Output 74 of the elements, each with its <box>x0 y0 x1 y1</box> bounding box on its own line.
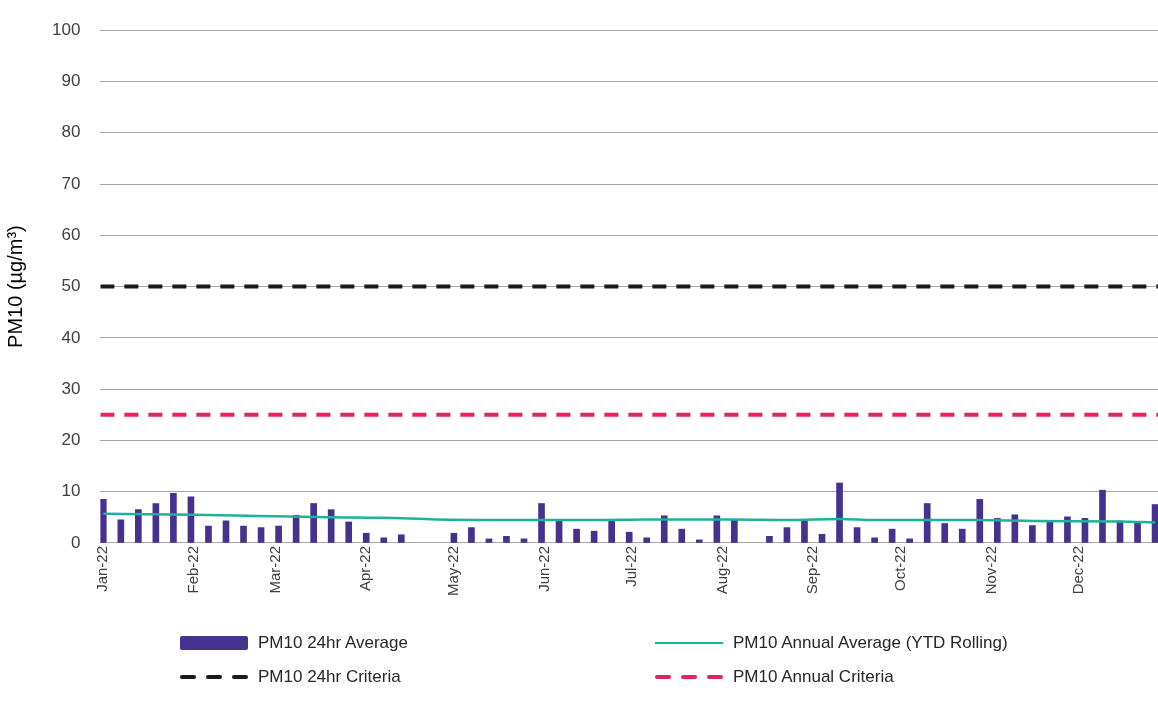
x-tick-label: Jan-22 <box>93 545 111 592</box>
bar <box>380 537 388 543</box>
bar <box>731 519 738 543</box>
bar <box>625 531 633 543</box>
bar <box>1064 516 1071 543</box>
legend-label: PM10 Annual Average (YTD Rolling) <box>733 633 1008 653</box>
x-tick-label: Mar-22 <box>265 545 283 594</box>
bar <box>801 520 808 543</box>
bar <box>678 528 686 543</box>
y-tick-label: 80 <box>61 122 81 142</box>
x-tick-label: Feb-22 <box>184 545 201 594</box>
bar <box>818 533 826 543</box>
bar <box>310 503 317 543</box>
y-tick-label: 20 <box>61 430 81 450</box>
bar <box>906 538 913 543</box>
bar <box>695 539 703 543</box>
y-tick-label: 90 <box>61 71 81 91</box>
bar <box>275 525 282 543</box>
x-tick-label: Sep-22 <box>803 545 821 595</box>
bar <box>240 525 247 543</box>
bar <box>1099 489 1106 543</box>
bar <box>345 521 353 543</box>
bar <box>766 535 773 543</box>
bar <box>468 527 475 543</box>
y-tick-label: 0 <box>70 532 81 552</box>
x-tick-label: May-22 <box>444 545 462 597</box>
bar <box>871 537 878 543</box>
bar <box>853 527 861 543</box>
x-tick-label: Jun-22 <box>534 545 552 592</box>
bar <box>170 492 177 543</box>
bar <box>976 499 984 543</box>
bar <box>836 482 843 543</box>
bar <box>538 503 545 543</box>
bar <box>327 509 335 543</box>
bar <box>135 509 142 543</box>
bar <box>590 530 598 543</box>
bar <box>783 527 791 543</box>
bar <box>1151 504 1158 543</box>
bar <box>397 534 405 543</box>
x-tick-label: Jul-22 <box>622 545 640 587</box>
y-tick-label: 40 <box>61 327 81 347</box>
y-tick-label: 100 <box>51 19 81 39</box>
bar <box>608 519 615 543</box>
bar <box>1134 522 1141 543</box>
bar <box>450 532 458 543</box>
bar <box>100 499 107 543</box>
legend-label: PM10 Annual Criteria <box>733 667 894 687</box>
x-tick-label: Aug-22 <box>712 545 730 595</box>
y-tick-label: 30 <box>61 378 81 398</box>
bar <box>573 528 580 543</box>
y-axis-title: PM10 (µg/m³) <box>3 225 26 348</box>
legend-label: PM10 24hr Average <box>258 633 408 653</box>
x-tick-label: Oct-22 <box>891 545 909 591</box>
y-tick-label: 50 <box>61 276 81 296</box>
x-tick-label: Dec-22 <box>1069 545 1087 595</box>
legend-label: PM10 24hr Criteria <box>258 667 401 687</box>
bar <box>923 503 931 543</box>
bar <box>993 518 1001 543</box>
y-tick-label: 10 <box>61 481 81 501</box>
x-tick-label: Nov-22 <box>981 545 999 595</box>
bar <box>257 527 265 543</box>
y-tick-label: 60 <box>61 225 81 244</box>
bar <box>362 532 370 543</box>
bar <box>503 535 510 543</box>
bar <box>888 528 896 543</box>
bar <box>643 537 651 543</box>
x-tick-label: Apr-22 <box>356 545 374 592</box>
bar <box>1029 525 1036 543</box>
bar <box>941 523 949 543</box>
bar <box>117 519 125 543</box>
bar <box>205 525 212 543</box>
y-tick-label: 70 <box>61 173 81 193</box>
bar <box>958 528 966 543</box>
line-series <box>102 512 1157 524</box>
